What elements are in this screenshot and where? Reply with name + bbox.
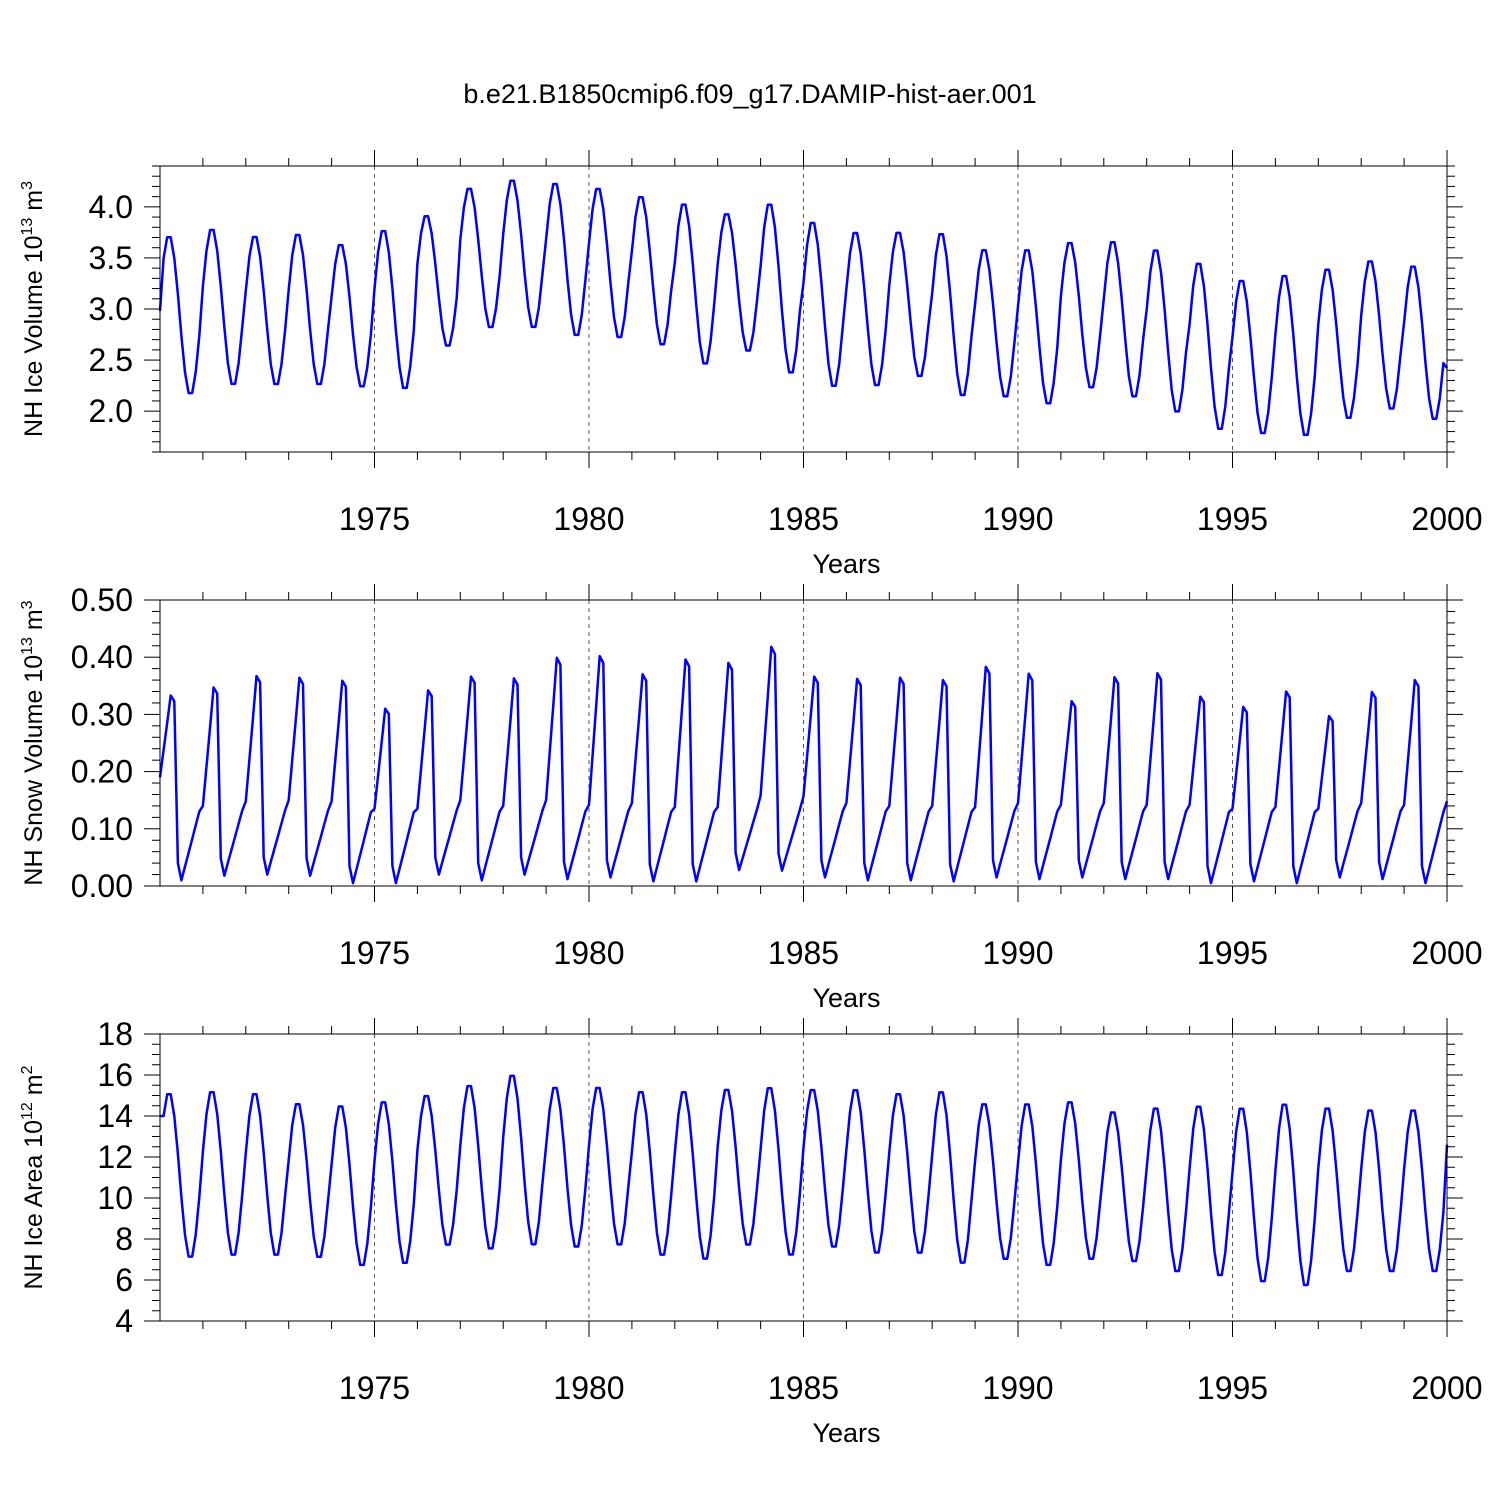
- y-tick-label: 0.40: [71, 639, 133, 675]
- y-tick-label: 3.5: [89, 240, 133, 276]
- x-tick-label: 1975: [339, 935, 410, 971]
- y-tick-label: 6: [115, 1262, 133, 1298]
- x-tick-label: 1980: [553, 1370, 624, 1406]
- y-tick-label: 2.5: [89, 342, 133, 378]
- series-line-ice-area: [160, 1074, 1449, 1287]
- y-tick-label: 2.0: [89, 393, 133, 429]
- y-tick-label: 4: [115, 1303, 133, 1339]
- y-tick-label: 0.50: [71, 582, 133, 618]
- x-tick-label: 2000: [1411, 1370, 1482, 1406]
- x-tick-label: 2000: [1411, 501, 1482, 537]
- y-tick-label: 18: [97, 1016, 133, 1052]
- x-tick-label: 2000: [1411, 935, 1482, 971]
- chart-snow-volume: 1975 1980 1985 1990 1995 2000 Years 0.00 0.10 0.2…: [19, 582, 1483, 1013]
- chart-ice-area: 1975 1980 1985 1990 1995 2000 Years 4 6 8 10 12 14 16…: [19, 1016, 1483, 1448]
- y-tick-label: 0.30: [71, 696, 133, 732]
- y-tick-label: 10: [97, 1180, 133, 1216]
- page-title: b.e21.B1850cmip6.f09_g17.DAMIP-hist-aer.…: [463, 79, 1036, 109]
- y-tick-label: 16: [97, 1057, 133, 1093]
- x-tick-label: 1985: [768, 501, 839, 537]
- x-tick-label: 1975: [339, 1370, 410, 1406]
- x-tick-label: 1995: [1197, 1370, 1268, 1406]
- y-tick-label: 0.20: [71, 754, 133, 790]
- panels: 1975 1980 1985 1990 1995 2000 Years 2.0 2.5 3.0 3.…: [19, 150, 1483, 1448]
- y-tick-label: 8: [115, 1221, 133, 1257]
- y-tick-label: 0.10: [71, 811, 133, 847]
- x-axis-label: Years: [812, 549, 880, 579]
- y-tick-label: 3.0: [89, 291, 133, 327]
- x-tick-label: 1990: [982, 501, 1053, 537]
- x-tick-label: 1990: [982, 935, 1053, 971]
- x-axis-label: Years: [812, 983, 880, 1013]
- y-axis-label: NH Snow Volume 1013 m3: [19, 600, 48, 885]
- x-tick-label: 1985: [768, 1370, 839, 1406]
- x-tick-label: 1985: [768, 935, 839, 971]
- x-tick-label: 1995: [1197, 935, 1268, 971]
- x-tick-label: 1980: [553, 935, 624, 971]
- x-tick-label: 1975: [339, 501, 410, 537]
- x-tick-label: 1995: [1197, 501, 1268, 537]
- y-axis-label: NH Ice Volume 1013 m3: [19, 181, 48, 437]
- y-tick-label: 0.00: [71, 868, 133, 904]
- series-line-ice-volume: [158, 179, 1449, 437]
- y-tick-label: 12: [97, 1139, 133, 1175]
- series-line-snow-volume: [158, 645, 1449, 885]
- y-axis-label: NH Ice Area 1012 m2: [19, 1065, 48, 1289]
- y-tick-label: 4.0: [89, 189, 133, 225]
- x-tick-label: 1980: [553, 501, 624, 537]
- x-axis-label: Years: [812, 1418, 880, 1448]
- x-tick-label: 1990: [982, 1370, 1053, 1406]
- chart-ice-volume: 1975 1980 1985 1990 1995 2000 Years 2.0 2.5 3.0 3.…: [19, 150, 1483, 579]
- y-tick-label: 14: [97, 1098, 133, 1134]
